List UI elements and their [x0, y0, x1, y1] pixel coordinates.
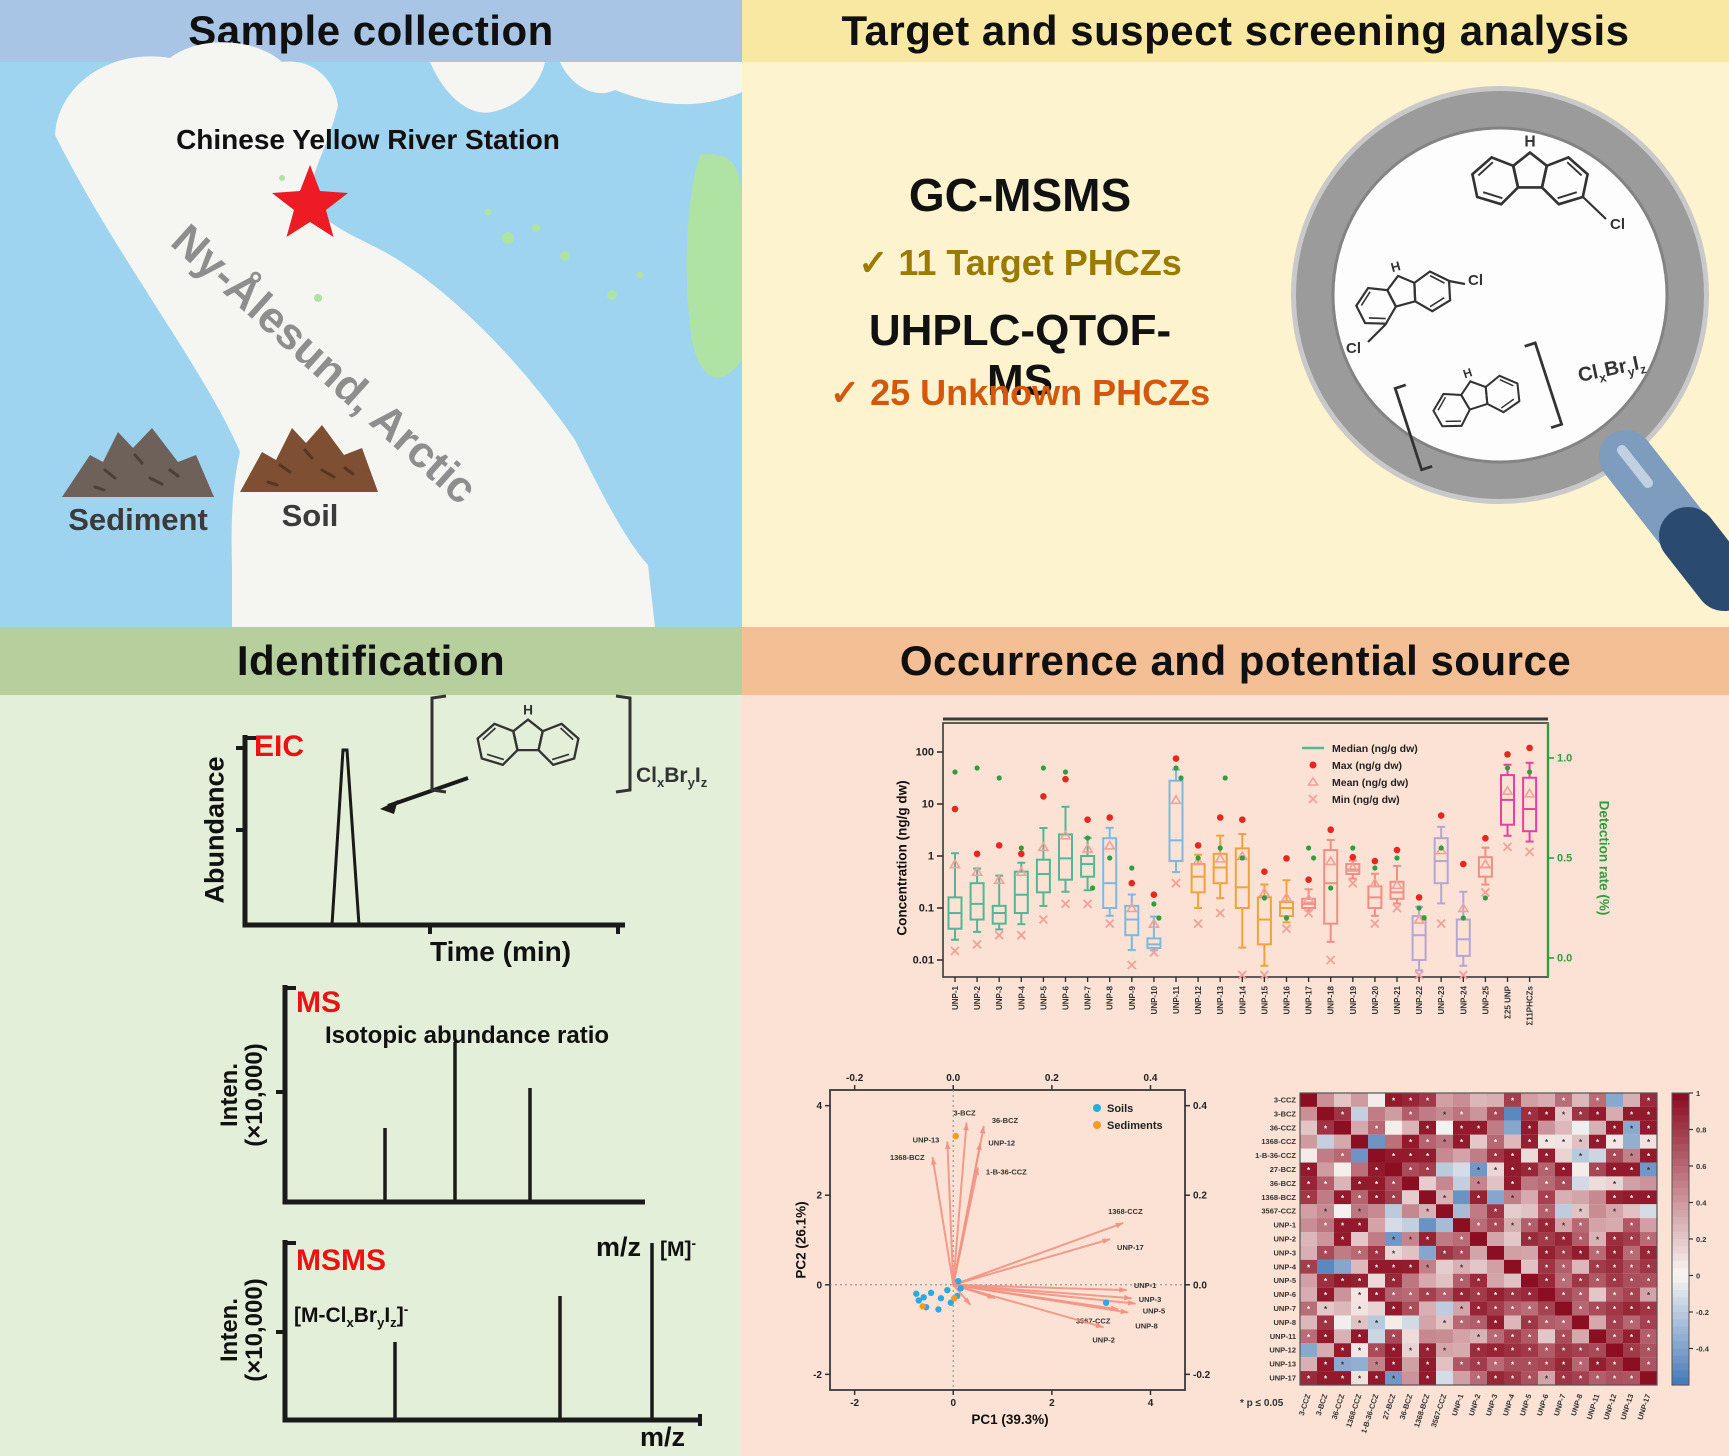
cl-label-left: Cl	[1346, 340, 1361, 357]
result2-label: ✓ 25 Unknown PHCZs	[810, 372, 1230, 414]
fragment-ion-label: [M-ClxBryIz]-	[294, 1302, 409, 1331]
ms-xlabel: m/z	[596, 1232, 642, 1262]
check-icon: ✓	[858, 242, 889, 283]
sample-header-text: Sample collection	[188, 7, 554, 54]
cl-label-right: Cl	[1468, 272, 1483, 289]
identification-header: Identification	[0, 627, 742, 695]
pca-xlabel: PC1 (39.3%)	[971, 1412, 1049, 1427]
screening-header: Target and suspect screening analysis	[742, 0, 1729, 62]
parent-ion-label: [M]-	[660, 1236, 697, 1261]
screening-header-text: Target and suspect screening analysis	[841, 7, 1630, 54]
msms-label: MSMS	[296, 1244, 386, 1277]
sediment-label: Sediment	[68, 502, 208, 537]
occurrence-panel-bg	[742, 695, 1729, 1456]
eic-xlabel: Time (min)	[430, 936, 572, 967]
method1-label: GC-MSMS	[908, 169, 1132, 221]
station-label: Chinese Yellow River Station	[176, 124, 560, 155]
occurrence-header: Occurrence and potential source	[742, 627, 1729, 695]
check-icon: ✓	[829, 372, 861, 413]
ms-annotation: Isotopic abundance ratio	[325, 1022, 610, 1049]
cl-label-top: Cl	[1610, 216, 1625, 233]
method2-label: UHPLC-QTOF-MS	[868, 306, 1172, 405]
heatmap-note: * p ≤ 0.05	[1240, 1398, 1284, 1409]
msms-xlabel: m/z	[640, 1422, 686, 1452]
halogen-formula-eic: ClxBryIz	[636, 764, 708, 791]
identification-panel-bg	[0, 695, 742, 1456]
result1-text: 11 Target PHCZs	[898, 242, 1182, 283]
eic-label: EIC	[254, 730, 305, 763]
sample-header: Sample collection	[0, 0, 742, 62]
soil-label: Soil	[281, 498, 339, 533]
occurrence-header-text: Occurrence and potential source	[899, 637, 1572, 684]
ms-label: MS	[296, 986, 341, 1019]
identification-header-text: Identification	[236, 637, 506, 684]
result2-text: 25 Unknown PHCZs	[870, 372, 1211, 413]
result1-label: ✓ 11 Target PHCZs	[820, 242, 1220, 284]
